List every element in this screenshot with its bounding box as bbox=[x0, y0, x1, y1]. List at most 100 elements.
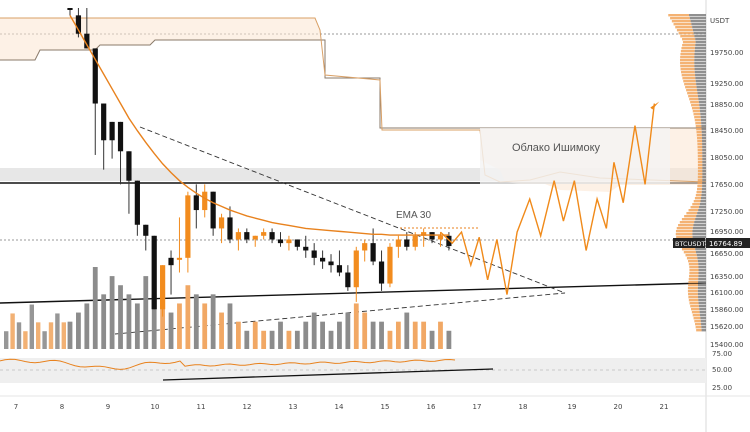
volume-profile-bar bbox=[681, 218, 696, 221]
price-tick-label: 17250.00 bbox=[710, 208, 743, 216]
candle-body bbox=[429, 232, 435, 240]
plot-background bbox=[0, 0, 706, 396]
volume-profile-bar bbox=[693, 200, 701, 203]
price-tick-label: 15620.00 bbox=[710, 323, 743, 331]
volume-profile-bar bbox=[696, 128, 702, 131]
candle-body bbox=[160, 265, 166, 310]
volume-profile-bar bbox=[697, 182, 703, 185]
volume-profile-bar bbox=[702, 140, 706, 143]
volume-profile-bar bbox=[697, 92, 706, 95]
volume-profile-bar bbox=[680, 50, 695, 53]
volume-bar bbox=[185, 285, 191, 349]
volume-profile-bar bbox=[699, 104, 706, 107]
volume-profile-bar bbox=[695, 38, 706, 41]
volume-bar bbox=[101, 294, 107, 349]
volume-profile-bar bbox=[692, 26, 706, 29]
candle-body bbox=[109, 121, 115, 141]
volume-profile-bar bbox=[696, 251, 706, 254]
volume-profile-bar bbox=[699, 308, 706, 311]
volume-profile-bar bbox=[702, 182, 706, 185]
volume-profile-bar bbox=[682, 41, 696, 44]
volume-profile-bar bbox=[696, 134, 702, 137]
volume-bar bbox=[219, 312, 224, 349]
volume-profile-bar bbox=[702, 161, 706, 164]
volume-profile-bar bbox=[697, 167, 703, 170]
volume-profile-bar bbox=[670, 17, 690, 20]
time-tick-label: 20 bbox=[614, 403, 623, 411]
volume-bar bbox=[353, 303, 359, 349]
volume-profile-bar bbox=[699, 107, 706, 110]
volume-profile-bar bbox=[702, 176, 706, 179]
volume-profile-bar bbox=[702, 143, 706, 146]
volume-profile-bar bbox=[688, 278, 699, 281]
volume-profile-bar bbox=[697, 89, 706, 92]
volume-profile-bar bbox=[698, 98, 706, 101]
candle-body bbox=[437, 235, 444, 240]
volume-profile-bar bbox=[697, 260, 706, 263]
volume-bar bbox=[446, 330, 452, 349]
volume-profile-bar bbox=[699, 311, 706, 314]
volume-profile-bar bbox=[680, 62, 695, 65]
rsi-tick-label: 75.00 bbox=[712, 350, 732, 358]
volume-bar bbox=[177, 303, 182, 349]
volume-bar bbox=[61, 322, 66, 349]
volume-profile-bar bbox=[698, 275, 706, 278]
volume-profile-bar bbox=[695, 74, 706, 77]
volume-bar bbox=[345, 312, 351, 349]
volume-profile-bar bbox=[701, 134, 706, 137]
time-tick-label: 17 bbox=[473, 403, 482, 411]
volume-profile-bar bbox=[697, 143, 703, 146]
volume-profile-bar bbox=[702, 158, 706, 161]
volume-profile-bar bbox=[694, 116, 701, 119]
volume-profile-bar bbox=[682, 44, 696, 47]
volume-profile-bar bbox=[695, 194, 702, 197]
volume-profile-bar bbox=[700, 317, 706, 320]
volume-profile-bar bbox=[702, 173, 706, 176]
volume-bar bbox=[261, 330, 267, 349]
volume-profile-bar bbox=[702, 179, 706, 182]
volume-profile-bar bbox=[680, 59, 695, 62]
candle-body bbox=[378, 261, 385, 284]
candle-body bbox=[261, 232, 267, 236]
volume-profile-bar bbox=[691, 104, 700, 107]
volume-profile-bar bbox=[696, 329, 702, 332]
volume-profile-bar bbox=[682, 77, 696, 80]
time-axis-ticks: 7 8 9 10 11 12 13 14 15 16 17 18 19 20 21 bbox=[14, 403, 669, 411]
volume-profile-bar bbox=[701, 125, 706, 128]
volume-profile-bar bbox=[694, 56, 706, 59]
candle-body bbox=[202, 191, 208, 211]
volume-profile-bar bbox=[697, 95, 706, 98]
volume-profile-bar bbox=[680, 35, 695, 38]
volume-bar bbox=[42, 331, 47, 349]
volume-profile-bar bbox=[675, 230, 693, 233]
time-tick-label: 11 bbox=[197, 403, 206, 411]
volume-profile-bar bbox=[695, 122, 702, 125]
volume-bar bbox=[370, 321, 376, 349]
volume-profile-bar bbox=[701, 323, 706, 326]
volume-profile-bar bbox=[697, 290, 706, 293]
volume-profile-bar bbox=[688, 299, 699, 302]
candle-body bbox=[143, 224, 149, 236]
volume-profile-bar bbox=[680, 68, 695, 71]
time-tick-label: 12 bbox=[243, 403, 252, 411]
volume-bar bbox=[193, 294, 199, 349]
volume-profile-bar bbox=[689, 272, 699, 275]
volume-profile-bar bbox=[697, 173, 703, 176]
price-tick-label: 19750.00 bbox=[710, 49, 743, 57]
volume-profile-bar bbox=[693, 113, 701, 116]
volume-profile-bar bbox=[701, 137, 706, 140]
volume-profile-bar bbox=[698, 272, 706, 275]
candle-body bbox=[320, 257, 326, 262]
volume-profile-bar bbox=[694, 35, 706, 38]
rsi-tick-label: 50.00 bbox=[712, 366, 732, 374]
volume-profile-bar bbox=[696, 215, 706, 218]
volume-profile-bar bbox=[700, 314, 706, 317]
volume-profile-bar bbox=[685, 254, 697, 257]
volume-bar bbox=[210, 294, 216, 349]
volume-profile-bar bbox=[673, 23, 692, 26]
volume-profile-bar bbox=[700, 200, 706, 203]
support-line bbox=[0, 282, 707, 304]
volume-profile-bar bbox=[698, 209, 706, 212]
candle-body bbox=[101, 103, 107, 141]
candle-body bbox=[370, 243, 376, 262]
